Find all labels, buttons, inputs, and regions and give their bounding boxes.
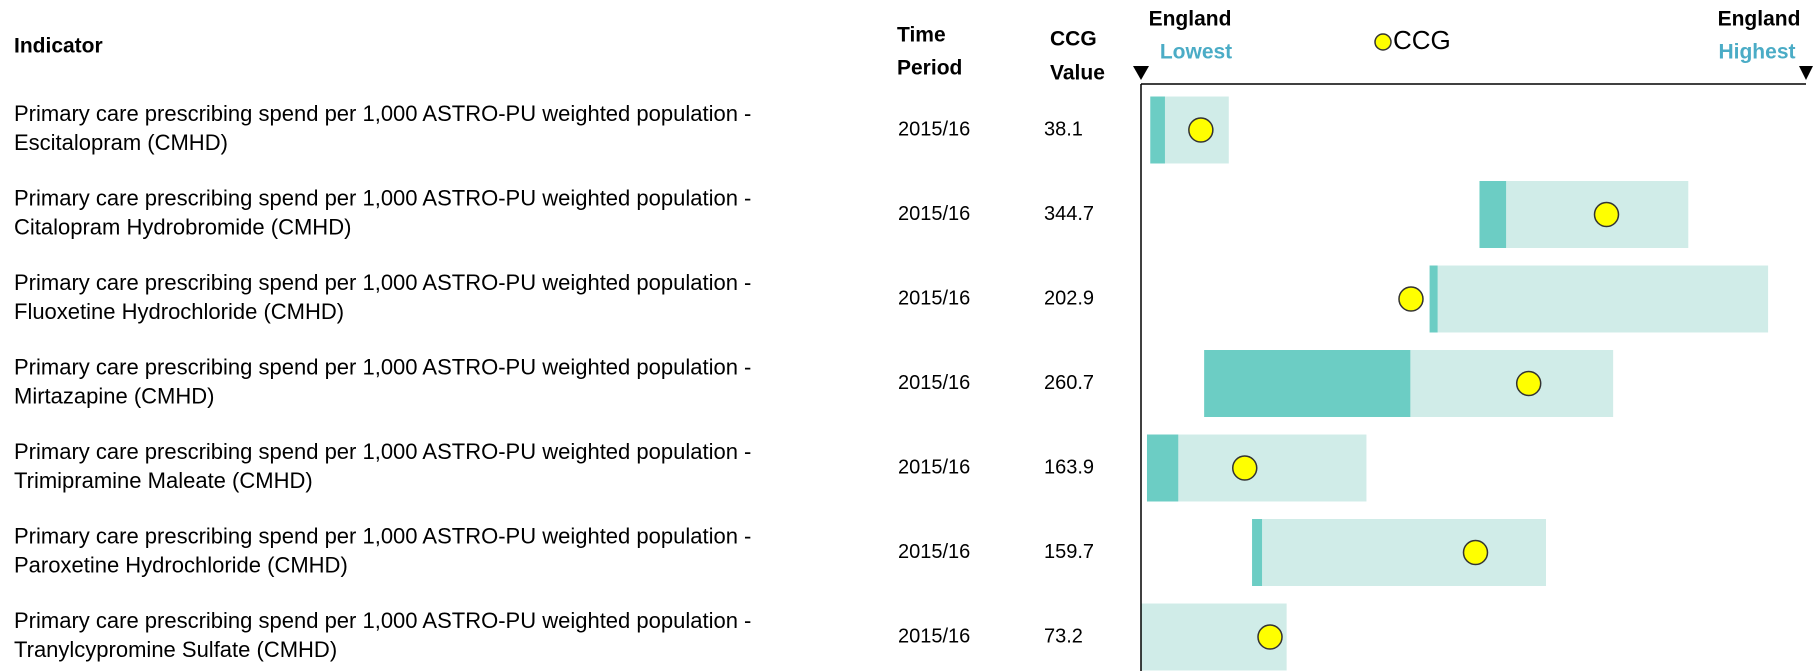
indicator: Primary care prescribing spend per 1,000… — [14, 185, 751, 210]
ccg-value: 344.7 — [1044, 203, 1094, 225]
indicator: Primary care prescribing spend per 1,000… — [14, 270, 751, 295]
ccg-value: 202.9 — [1044, 287, 1094, 309]
time-period: 2015/16 — [898, 456, 970, 478]
ccg-marker — [1462, 539, 1489, 566]
highest-header: Highest — [1718, 41, 1795, 64]
quartile-bar — [1150, 96, 1165, 164]
indicator: Trimipramine Maleate (CMHD) — [14, 468, 313, 493]
rows: Primary care prescribing spend per 1,000… — [14, 96, 1769, 671]
time-period: 2015/16 — [898, 203, 970, 225]
quartile-bar — [1252, 519, 1263, 586]
highest-header: England — [1718, 8, 1801, 31]
quartile-bar — [1429, 265, 1438, 333]
time-period: 2015/16 — [898, 625, 970, 647]
ccg-value: 163.9 — [1044, 456, 1094, 478]
legend-label: CCG — [1393, 25, 1451, 55]
indicator: Primary care prescribing spend per 1,000… — [14, 439, 751, 464]
ccg-marker — [1231, 455, 1258, 481]
value-header: CCG — [1050, 28, 1097, 51]
ccg-marker — [1515, 370, 1542, 397]
indicator: Tranylcypromine Sulfate (CMHD) — [14, 637, 337, 662]
ccg-value: 159.7 — [1044, 541, 1094, 563]
indicator: Escitalopram (CMHD) — [14, 130, 228, 155]
ccg-value: 73.2 — [1044, 625, 1083, 647]
indicator: Primary care prescribing spend per 1,000… — [14, 608, 751, 633]
indicator: Fluoxetine Hydrochloride (CMHD) — [14, 299, 344, 324]
indicator: Citalopram Hydrobromide (CMHD) — [14, 214, 351, 239]
time-period: 2015/16 — [898, 372, 970, 394]
time-period: 2015/16 — [898, 287, 970, 309]
indicator: Paroxetine Hydrochloride (CMHD) — [14, 552, 348, 577]
axis-arrow — [1133, 66, 1149, 80]
ccg-marker — [1398, 286, 1424, 312]
ccg-marker — [1257, 624, 1283, 650]
range-bar — [1479, 181, 1689, 248]
indicator: Primary care prescribing spend per 1,000… — [14, 523, 751, 548]
legend-marker — [1374, 33, 1392, 51]
range-bar — [1252, 519, 1546, 586]
ccg-value: 38.1 — [1044, 118, 1083, 140]
indicator-header: Indicator — [14, 35, 103, 58]
time-header: Time — [897, 24, 946, 47]
range-bar — [1429, 265, 1769, 333]
time-header: Period — [897, 57, 962, 80]
quartile-bar — [1146, 434, 1179, 502]
lowest-header: England — [1149, 8, 1232, 31]
indicator: Primary care prescribing spend per 1,000… — [14, 101, 751, 126]
time-period: 2015/16 — [898, 541, 970, 563]
quartile-bar — [1204, 350, 1411, 417]
indicator: Primary care prescribing spend per 1,000… — [14, 354, 751, 379]
ccg-marker — [1188, 117, 1214, 143]
time-period: 2015/16 — [898, 118, 970, 140]
value-header: Value — [1050, 62, 1105, 85]
lowest-header: Lowest — [1160, 41, 1232, 64]
ccg-marker — [1593, 201, 1620, 228]
axis-arrow — [1799, 66, 1813, 80]
quartile-bar — [1479, 181, 1507, 248]
ccg-value: 260.7 — [1044, 372, 1094, 394]
indicator: Mirtazapine (CMHD) — [14, 383, 214, 408]
